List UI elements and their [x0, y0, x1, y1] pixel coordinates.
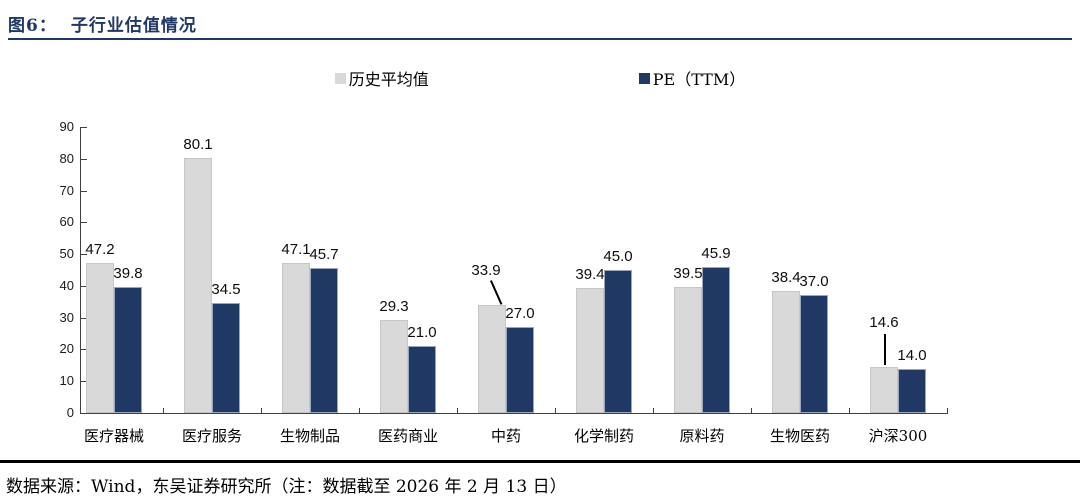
x-axis-label: 医疗器械 — [83, 427, 144, 445]
x-axis-label: 医疗服务 — [181, 427, 242, 445]
x-axis-label: 沪深300 — [868, 427, 928, 445]
y-axis-tick — [81, 222, 87, 224]
x-axis-tick — [457, 408, 458, 413]
x-axis-label: 生物制品 — [279, 427, 340, 445]
y-axis-tick — [81, 158, 87, 160]
y-axis-tick — [81, 190, 87, 192]
x-axis-tick — [359, 408, 360, 413]
x-axis-label: 化学制药 — [573, 427, 634, 445]
x-axis-label: 医药商业 — [377, 427, 438, 445]
y-axis-tick — [81, 381, 87, 383]
x-axis-tick — [947, 408, 948, 413]
bar-history-average — [576, 287, 604, 413]
y-axis-tick-label: 10 — [59, 373, 74, 389]
x-axis-tick — [261, 408, 262, 413]
y-axis-tick-label: 70 — [59, 182, 74, 198]
bar-pe-ttm — [604, 270, 632, 413]
legend-item-pe-ttm: PE（TTM） — [638, 66, 746, 90]
bar-pe-ttm — [212, 303, 240, 413]
legend-swatch-gray — [334, 72, 346, 84]
x-axis-tick — [163, 408, 164, 413]
y-axis-tick-label: 30 — [59, 309, 74, 325]
bar-pe-ttm — [114, 286, 142, 413]
data-label: 21.0 — [407, 324, 437, 342]
data-label: 34.5 — [211, 281, 241, 299]
y-axis-tick-label: 60 — [59, 214, 74, 230]
bar-history-average — [282, 263, 310, 413]
data-label: 47.2 — [85, 241, 115, 258]
x-axis-line — [80, 413, 948, 414]
data-label: 47.1 — [281, 241, 311, 259]
bar-history-average — [184, 158, 212, 413]
bar-history-average — [478, 305, 506, 413]
data-label: 45.0 — [603, 248, 633, 265]
y-axis-tick — [81, 254, 87, 256]
bar-pe-ttm — [310, 267, 338, 413]
data-label: 45.9 — [701, 245, 731, 263]
data-label: 14.6 — [869, 313, 899, 331]
bar-pe-ttm — [898, 368, 926, 413]
x-axis-tick — [555, 408, 556, 413]
figure-number: 图6： — [8, 16, 57, 36]
y-axis-line — [80, 127, 81, 413]
figure-title-text: 子行业估值情况 — [70, 16, 197, 36]
y-axis-tick-label: 40 — [59, 277, 74, 293]
y-axis-tick-label: 80 — [59, 150, 74, 166]
legend-label: 历史平均值 — [348, 70, 429, 89]
footer-divider — [0, 460, 1080, 463]
data-label: 29.3 — [379, 297, 409, 315]
bar-pe-ttm — [408, 346, 436, 413]
x-axis-label: 生物医药 — [769, 427, 830, 445]
bar-pe-ttm — [800, 295, 828, 413]
bar-pe-ttm — [702, 267, 730, 413]
bar-history-average — [772, 290, 800, 413]
bar-history-average — [674, 287, 702, 413]
data-label: 45.7 — [309, 245, 339, 263]
x-axis-tick — [849, 408, 850, 413]
y-axis-tick — [81, 317, 87, 319]
data-source-note: 数据来源：Wind，东吴证券研究所（注：数据截至 2026 年 2 月 13 日… — [6, 477, 567, 497]
label-leader-line — [884, 333, 886, 365]
legend-item-history-average: 历史平均值 — [334, 66, 429, 90]
data-label: 27.0 — [505, 305, 535, 323]
y-axis-tick-label: 0 — [66, 405, 74, 420]
bar-history-average — [86, 263, 114, 413]
data-label: 39.8 — [113, 264, 143, 282]
data-label: 14.0 — [897, 346, 927, 364]
data-label: 39.5 — [673, 265, 703, 283]
bar-pe-ttm — [506, 327, 534, 413]
y-axis-tick — [81, 349, 87, 351]
chart-legend: 历史平均值 PE（TTM） — [0, 66, 1080, 90]
data-label: 37.0 — [799, 273, 829, 291]
y-axis-tick — [81, 127, 87, 128]
data-label: 80.1 — [183, 136, 213, 154]
data-label: 33.9 — [471, 262, 501, 280]
y-axis-tick-label: 20 — [59, 341, 74, 357]
data-label: 39.4 — [575, 265, 605, 283]
bar-history-average — [870, 366, 898, 413]
legend-swatch-navy — [638, 72, 650, 84]
y-axis-tick-label: 90 — [59, 119, 74, 134]
legend-label: PE（TTM） — [652, 70, 746, 89]
y-axis-tick — [81, 285, 87, 287]
title-divider — [8, 38, 1072, 40]
x-axis-label: 原料药 — [679, 427, 725, 445]
x-axis-label: 中药 — [490, 427, 521, 445]
x-axis-tick — [653, 408, 654, 413]
y-axis-tick-label: 50 — [59, 246, 74, 262]
bar-history-average — [380, 319, 408, 413]
label-leader-line — [490, 280, 502, 306]
data-label: 38.4 — [771, 268, 801, 286]
x-axis-tick — [751, 408, 752, 413]
figure-title: 图6： 子行业估值情况 — [8, 11, 197, 36]
